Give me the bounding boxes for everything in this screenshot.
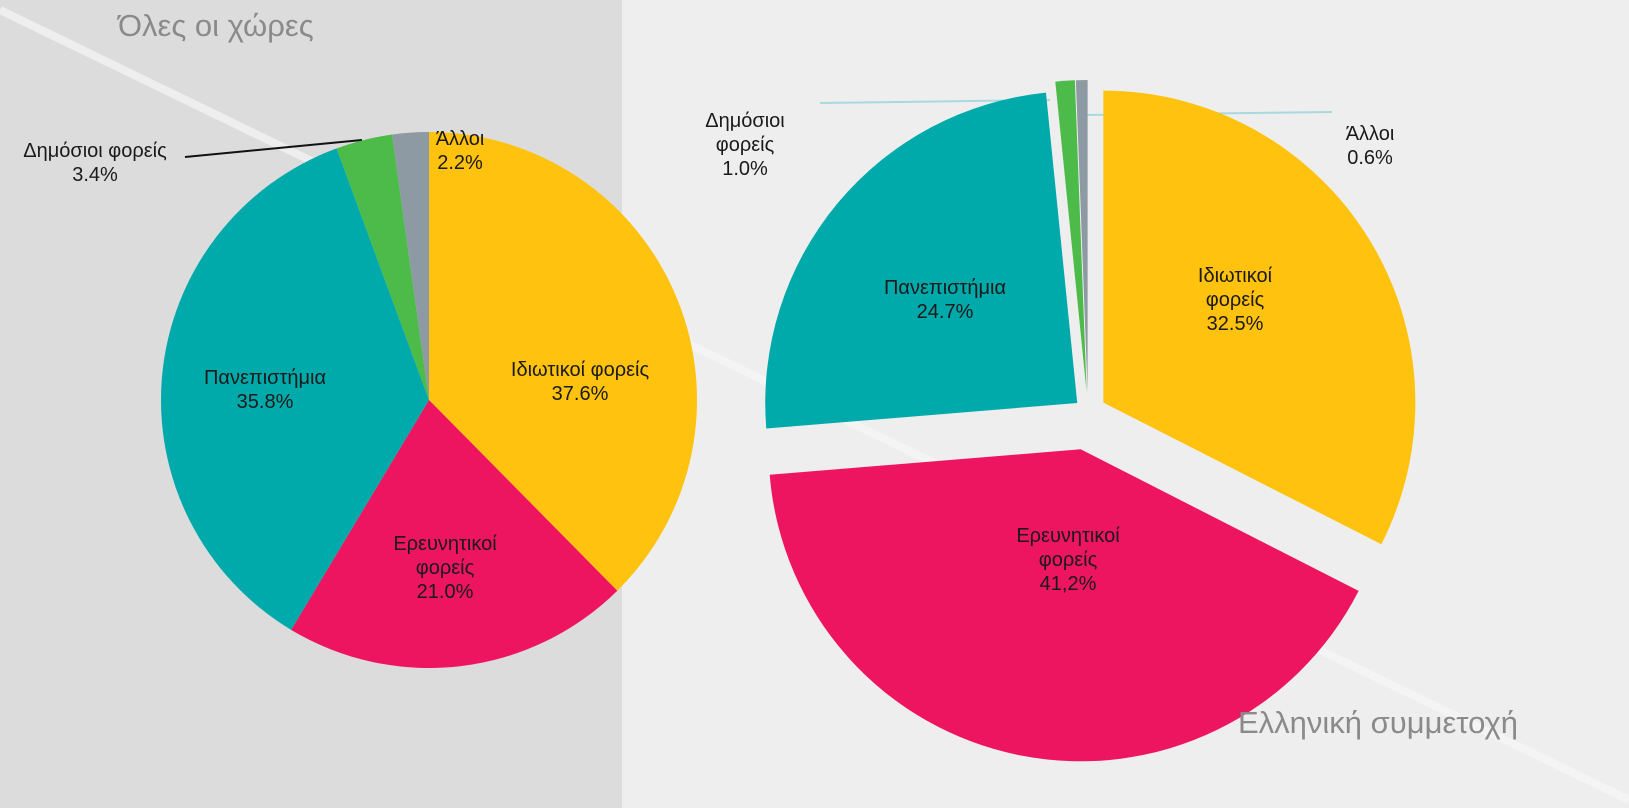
leader-line bbox=[184, 139, 363, 158]
value-label: 32.5% bbox=[1206, 313, 1264, 335]
category-label: Ερευνητικοί φορείς bbox=[393, 533, 497, 579]
slice-label: Δημόσιοι φορείς 1.0% bbox=[685, 109, 805, 181]
category-label: Δημόσιοι φορείς bbox=[23, 140, 167, 162]
category-label: Ιδιωτικοί φορείς bbox=[1197, 265, 1273, 311]
value-label: 21.0% bbox=[416, 581, 474, 603]
value-label: 24.7% bbox=[916, 301, 974, 323]
pie-slice bbox=[291, 400, 618, 668]
value-label: 0.6% bbox=[1347, 147, 1393, 169]
slice-label: Πανεπιστήμια 24.7% bbox=[845, 276, 1045, 324]
chart-title: Ελληνική συμμετοχή bbox=[1238, 705, 1519, 740]
category-label: Ερευνητικοί φορείς bbox=[1016, 525, 1120, 571]
value-label: 1.0% bbox=[722, 158, 768, 180]
category-label: Άλλοι bbox=[1345, 123, 1395, 145]
pie-slice bbox=[429, 132, 697, 591]
pie-slice bbox=[392, 132, 429, 400]
pie-slice bbox=[161, 148, 429, 630]
value-label: 37.6% bbox=[551, 383, 609, 405]
value-label: 2.2% bbox=[437, 152, 483, 174]
pie-slice bbox=[1075, 80, 1088, 393]
slice-label: Δημόσιοι φορείς 3.4% bbox=[0, 139, 195, 187]
category-label: Πανεπιστήμια bbox=[883, 277, 1007, 299]
category-label: Ιδιωτικοί φορείς bbox=[510, 359, 650, 381]
slice-label: Άλλοι 0.6% bbox=[1330, 122, 1410, 170]
pie-slice bbox=[1103, 90, 1416, 545]
slice-label: Ιδιωτικοί φορείς 32.5% bbox=[1170, 264, 1300, 336]
category-label: Πανεπιστήμια bbox=[203, 367, 327, 389]
pie-slice bbox=[769, 449, 1359, 762]
slice-label: Ερευνητικοί φορείς 41,2% bbox=[993, 524, 1143, 596]
value-label: 35.8% bbox=[236, 391, 294, 413]
value-label: 41,2% bbox=[1039, 573, 1097, 595]
slice-label: Άλλοι 2.2% bbox=[420, 127, 500, 175]
slice-label: Ιδιωτικοί φορείς 37.6% bbox=[480, 358, 680, 406]
pie-slice bbox=[765, 92, 1078, 429]
slice-label: Πανεπιστήμια 35.8% bbox=[165, 366, 365, 414]
slice-label: Ερευνητικοί φορείς 21.0% bbox=[370, 532, 520, 604]
category-label: Άλλοι bbox=[435, 128, 485, 150]
pie-slice bbox=[336, 134, 429, 400]
chart-title: Όλες οι χώρες bbox=[118, 8, 314, 43]
category-label: Δημόσιοι φορείς bbox=[705, 110, 785, 156]
pie-slice bbox=[1055, 80, 1087, 393]
value-label: 3.4% bbox=[72, 164, 118, 186]
